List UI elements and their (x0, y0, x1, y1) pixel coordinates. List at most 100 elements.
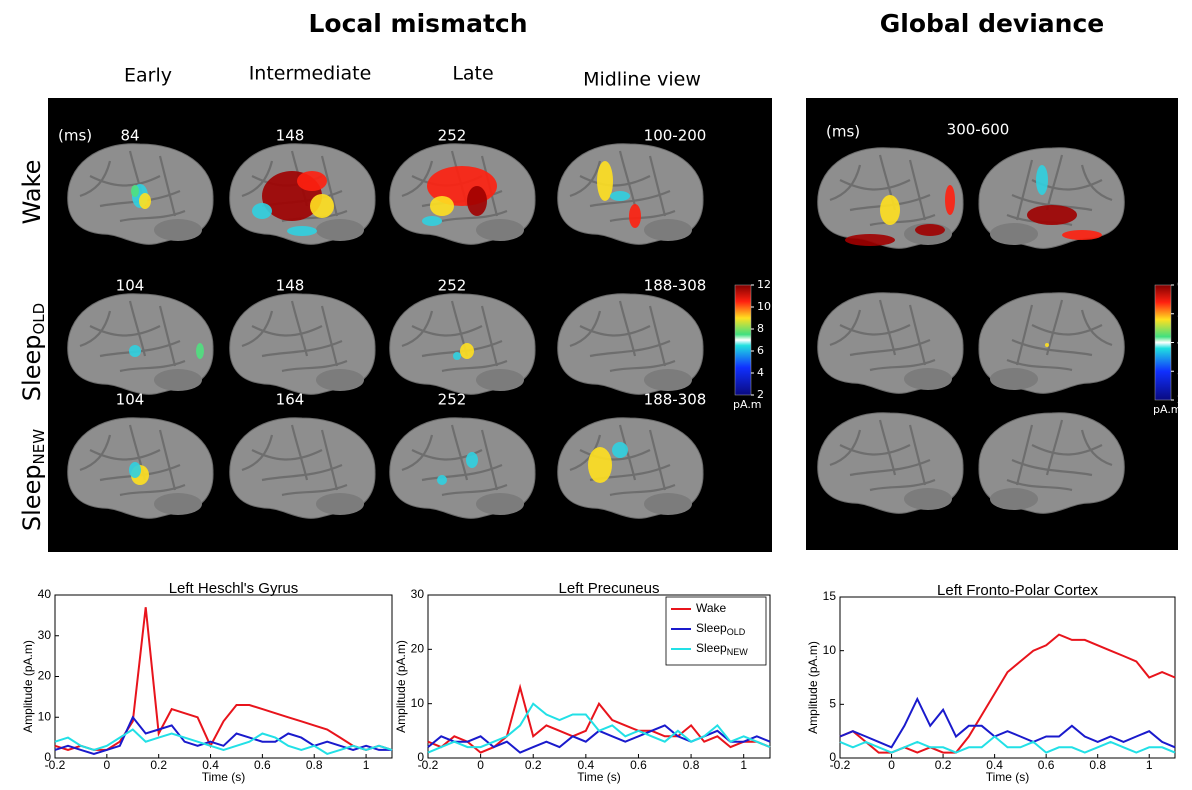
activation (1036, 165, 1048, 195)
plot-area (54, 594, 393, 759)
cerebellum (644, 369, 692, 391)
latency: 84 (120, 127, 139, 145)
sulcus (569, 434, 602, 472)
sulcus (89, 325, 161, 337)
sulcus (1031, 324, 1103, 336)
x-tick-label: -0.2 (830, 758, 851, 772)
sulcus (908, 159, 927, 221)
sulcus (839, 179, 911, 191)
colorbar-unit: pA.m (733, 398, 762, 411)
brain (229, 417, 376, 519)
sulcus (908, 304, 927, 366)
brain (817, 292, 964, 394)
activation (437, 475, 447, 485)
latency: 148 (276, 127, 305, 145)
row-label-sub: NEW (30, 429, 48, 465)
colorbar-tick-label: 4 (1177, 336, 1184, 349)
y-tick-label: 10 (411, 696, 425, 710)
x-tick-label: 1 (740, 758, 747, 772)
activation (845, 234, 895, 246)
brain (557, 417, 704, 519)
brain (229, 293, 376, 395)
activation (1045, 343, 1049, 347)
colorbar (1154, 284, 1172, 401)
x-tick-label: 0.6 (1038, 758, 1055, 772)
colorbar-tick-label: 4 (757, 366, 764, 379)
sulcus (648, 155, 667, 217)
cerebellum (316, 369, 364, 391)
sulcus (878, 299, 897, 356)
sulcus (1080, 164, 1113, 202)
y-tick-label: 15 (823, 589, 837, 603)
colorbar-tick-label: 10 (757, 300, 771, 313)
sulcus (128, 300, 147, 357)
brain (817, 147, 964, 249)
activation (196, 343, 204, 359)
legend-name: Wake (696, 601, 727, 615)
series-line (839, 735, 1176, 754)
sulcus (158, 429, 177, 491)
sulcus (89, 175, 161, 187)
sulcus (829, 309, 862, 347)
cerebellum (316, 219, 364, 241)
x-axis-label: Time (s) (577, 770, 621, 784)
sulcus (241, 310, 274, 348)
legend-sub: NEW (727, 647, 749, 657)
sulcus (411, 325, 483, 337)
sulcus (618, 150, 637, 207)
activation (297, 171, 327, 191)
activation (460, 343, 474, 359)
sulcus (401, 310, 434, 348)
sulcus (421, 463, 503, 482)
sulcus (290, 300, 309, 357)
x-tick-label: 0.2 (935, 758, 952, 772)
sulcus (261, 339, 343, 358)
column-label: Midline view (583, 69, 701, 91)
activation (1027, 205, 1077, 225)
y-tick-label: 40 (38, 587, 52, 601)
series-line (427, 683, 771, 754)
cerebellum (644, 219, 692, 241)
cerebellum (476, 493, 524, 515)
latency: 100-200 (644, 127, 707, 145)
x-axis-label: Time (s) (986, 770, 1030, 784)
series-line (54, 728, 393, 755)
x-tick-label: 0.8 (1089, 758, 1106, 772)
activation (287, 226, 317, 236)
x-tick-label: 0.8 (683, 758, 700, 772)
sulcus (569, 160, 602, 198)
colorbar-tick-label: 5 (1177, 307, 1184, 320)
sulcus (281, 359, 348, 373)
activation (131, 185, 139, 197)
activation (467, 186, 487, 216)
sulcus (480, 429, 499, 491)
brain (557, 143, 704, 245)
cerebellum (990, 488, 1038, 510)
chart-title: Left Fronto-Polar Cortex (937, 582, 1098, 599)
activation (466, 452, 478, 468)
cerebellum (990, 368, 1038, 390)
chart-title: Left Heschl's Gyrus (169, 580, 299, 597)
y-axis-label: Amplitude (pA.m) (394, 640, 408, 733)
sulcus (648, 429, 667, 491)
colorbar-tick-label: 6 (1177, 278, 1184, 291)
brain (557, 293, 704, 395)
x-tick-label: 0 (104, 758, 111, 772)
sulcus (119, 359, 186, 373)
sulcus (1045, 419, 1064, 476)
sulcus (849, 458, 931, 477)
series-line (54, 607, 393, 751)
colorbar (734, 284, 752, 396)
x-tick-label: 1 (363, 758, 370, 772)
cerebellum (904, 368, 952, 390)
local-heading: Local mismatch (308, 9, 527, 38)
series-line (54, 715, 392, 755)
activation (915, 224, 945, 236)
sulcus (829, 164, 862, 202)
sulcus (320, 305, 339, 367)
series-line (839, 696, 1176, 749)
sulcus (829, 429, 862, 467)
activation (422, 216, 442, 226)
sulcus (119, 209, 186, 223)
